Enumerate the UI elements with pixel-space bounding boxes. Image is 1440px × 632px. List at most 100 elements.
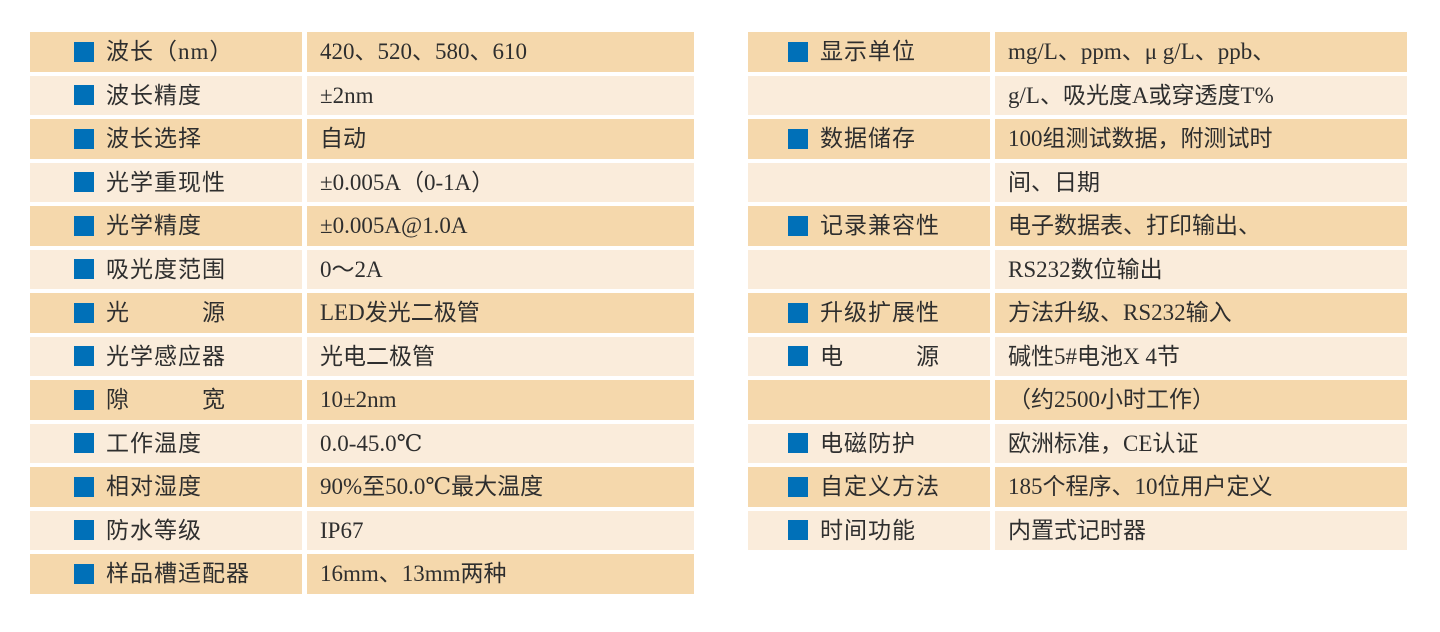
bullet-square-icon <box>74 433 94 454</box>
spec-row: 时间功能 内置式记时器 <box>748 510 1407 550</box>
spec-row-continuation: g/L、吸光度A或穿透度T% <box>748 75 1407 115</box>
spec-label-cell <box>748 249 990 289</box>
spec-table-right: 显示单位 mg/L、ppm、μ g/L、ppb、 g/L、吸光度A或穿透度T% … <box>748 32 1407 550</box>
spec-label: 波长精度 <box>106 82 202 108</box>
spec-row: 电 源 碱性5#电池X 4节 <box>748 336 1407 376</box>
spec-label-cell: 自定义方法 <box>748 467 990 507</box>
spec-row: 吸光度范围 0～2A <box>30 249 694 289</box>
spec-row: 工作温度 0.0-45.0℃ <box>30 423 694 463</box>
spec-row: 数据储存 100组测试数据，附测试时 <box>748 119 1407 159</box>
bullet-square-icon <box>788 128 808 149</box>
spec-table-left: 波长（nm） 420、520、580、610 波长精度 ±2nm 波长选择 自动… <box>30 32 694 594</box>
spec-row-continuation: RS232数位输出 <box>748 249 1407 289</box>
spec-label: 吸光度范围 <box>106 256 226 282</box>
spec-label-cell: 隙 宽 <box>30 380 302 420</box>
spec-value: ±2nm <box>307 75 694 115</box>
spec-row-continuation: 间、日期 <box>748 162 1407 202</box>
spec-value: 欧洲标准，CE认证 <box>995 423 1407 463</box>
bullet-square-icon <box>74 476 94 497</box>
spec-label: 显示单位 <box>820 39 916 65</box>
spec-value: ±0.005A@1.0A <box>307 206 694 246</box>
spec-label-cell: 记录兼容性 <box>748 206 990 246</box>
spec-value: RS232数位输出 <box>995 249 1407 289</box>
bullet-square-icon <box>788 520 808 541</box>
spec-value: （约2500小时工作） <box>995 380 1407 420</box>
spec-label-cell: 电磁防护 <box>748 423 990 463</box>
spec-row: 光学重现性 ±0.005A（0-1A） <box>30 162 694 202</box>
bullet-square-icon <box>74 215 94 236</box>
spec-label: 波长选择 <box>106 126 202 152</box>
spec-row: 电磁防护 欧洲标准，CE认证 <box>748 423 1407 463</box>
spec-row: 波长（nm） 420、520、580、610 <box>30 32 694 72</box>
spec-value: 0.0-45.0℃ <box>307 423 694 463</box>
spec-value: ±0.005A（0-1A） <box>307 162 694 202</box>
spec-label-cell: 显示单位 <box>748 32 990 72</box>
bullet-square-icon <box>74 85 94 106</box>
spec-value: 方法升级、RS232输入 <box>995 293 1407 333</box>
bullet-square-icon <box>788 476 808 497</box>
spec-value: 自动 <box>307 119 694 159</box>
spec-label-cell: 光学精度 <box>30 206 302 246</box>
spec-label-cell: 吸光度范围 <box>30 249 302 289</box>
bullet-square-icon <box>74 520 94 541</box>
spec-label: 光学重现性 <box>106 169 226 195</box>
spec-label: 时间功能 <box>820 517 916 543</box>
spec-label-cell: 防水等级 <box>30 510 302 550</box>
spec-value: 间、日期 <box>995 162 1407 202</box>
spec-value: LED发光二极管 <box>307 293 694 333</box>
spec-label: 升级扩展性 <box>820 300 940 326</box>
spec-value: 185个程序、10位用户定义 <box>995 467 1407 507</box>
spec-value: 90%至50.0℃最大温度 <box>307 467 694 507</box>
bullet-square-icon <box>74 389 94 410</box>
spec-label: 样品槽适配器 <box>106 561 250 587</box>
spec-row: 波长选择 自动 <box>30 119 694 159</box>
spec-label: 电磁防护 <box>820 430 916 456</box>
spec-label-cell: 光学感应器 <box>30 336 302 376</box>
spec-row: 显示单位 mg/L、ppm、μ g/L、ppb、 <box>748 32 1407 72</box>
spec-label: 光 源 <box>106 300 226 326</box>
spec-row: 相对湿度 90%至50.0℃最大温度 <box>30 467 694 507</box>
spec-label: 工作温度 <box>106 430 202 456</box>
bullet-square-icon <box>74 172 94 193</box>
spec-label-cell: 波长选择 <box>30 119 302 159</box>
spec-label-cell <box>748 75 990 115</box>
spec-label: 光学感应器 <box>106 343 226 369</box>
spec-row: 升级扩展性 方法升级、RS232输入 <box>748 293 1407 333</box>
spec-value: 碱性5#电池X 4节 <box>995 336 1407 376</box>
spec-label-cell: 工作温度 <box>30 423 302 463</box>
spec-row: 样品槽适配器 16mm、13mm两种 <box>30 554 694 594</box>
spec-row: 记录兼容性 电子数据表、打印输出、 <box>748 206 1407 246</box>
bullet-square-icon <box>788 302 808 323</box>
spec-value: 光电二极管 <box>307 336 694 376</box>
spec-row-continuation: （约2500小时工作） <box>748 380 1407 420</box>
spec-value: 420、520、580、610 <box>307 32 694 72</box>
spec-row: 光 源 LED发光二极管 <box>30 293 694 333</box>
spec-label: 自定义方法 <box>820 474 940 500</box>
spec-label: 相对湿度 <box>106 474 202 500</box>
spec-value: mg/L、ppm、μ g/L、ppb、 <box>995 32 1407 72</box>
bullet-square-icon <box>788 215 808 236</box>
spec-row: 隙 宽 10±2nm <box>30 380 694 420</box>
spec-value: 内置式记时器 <box>995 510 1407 550</box>
spec-row: 防水等级 IP67 <box>30 510 694 550</box>
spec-row: 自定义方法 185个程序、10位用户定义 <box>748 467 1407 507</box>
bullet-square-icon <box>74 259 94 280</box>
spec-value: IP67 <box>307 510 694 550</box>
spec-row: 光学精度 ±0.005A@1.0A <box>30 206 694 246</box>
spec-value: 100组测试数据，附测试时 <box>995 119 1407 159</box>
spec-label: 防水等级 <box>106 517 202 543</box>
spec-label: 电 源 <box>820 343 940 369</box>
spec-row: 波长精度 ±2nm <box>30 75 694 115</box>
spec-value: 0～2A <box>307 249 694 289</box>
spec-label: 隙 宽 <box>106 387 226 413</box>
spec-value: g/L、吸光度A或穿透度T% <box>995 75 1407 115</box>
spec-label-cell <box>748 162 990 202</box>
spec-label: 记录兼容性 <box>820 213 940 239</box>
spec-label-cell: 波长（nm） <box>30 32 302 72</box>
spec-value: 16mm、13mm两种 <box>307 554 694 594</box>
spec-value: 电子数据表、打印输出、 <box>995 206 1407 246</box>
spec-value: 10±2nm <box>307 380 694 420</box>
spec-label: 光学精度 <box>106 213 202 239</box>
spec-label: 数据储存 <box>820 126 916 152</box>
